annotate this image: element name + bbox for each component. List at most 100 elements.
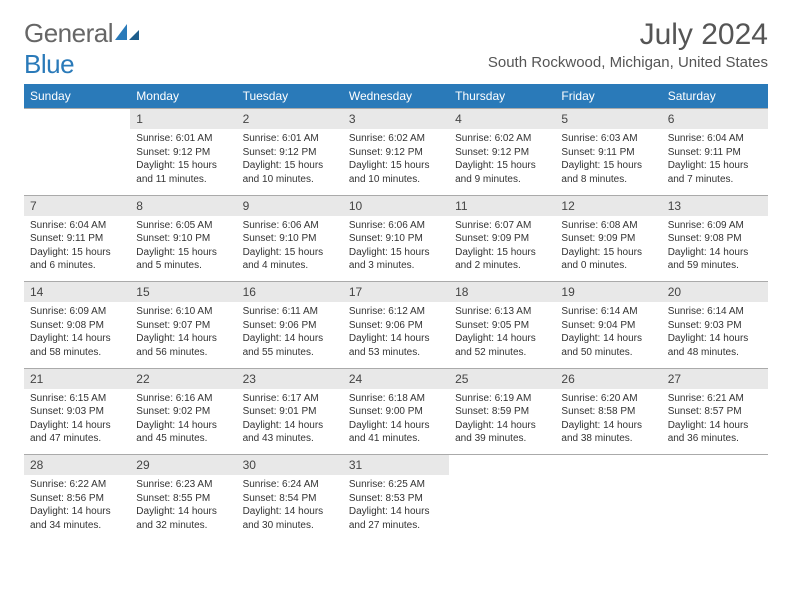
- daylight-text: Daylight: 14 hours and 45 minutes.: [136, 419, 230, 446]
- sunset-text: Sunset: 8:56 PM: [30, 492, 124, 506]
- sunset-text: Sunset: 9:12 PM: [136, 146, 230, 160]
- sunrise-text: Sunrise: 6:23 AM: [136, 478, 230, 492]
- header: GeneralBlue July 2024 South Rockwood, Mi…: [24, 18, 768, 80]
- sunset-text: Sunset: 8:55 PM: [136, 492, 230, 506]
- page-title: July 2024: [488, 18, 768, 52]
- sunset-text: Sunset: 9:08 PM: [30, 319, 124, 333]
- day-info-cell: Sunrise: 6:21 AMSunset: 8:57 PMDaylight:…: [662, 389, 768, 455]
- day-number-cell: 19: [555, 282, 661, 303]
- daylight-text: Daylight: 14 hours and 52 minutes.: [455, 332, 549, 359]
- daylight-text: Daylight: 15 hours and 0 minutes.: [561, 246, 655, 273]
- day-number-cell: 14: [24, 282, 130, 303]
- sunset-text: Sunset: 8:57 PM: [668, 405, 762, 419]
- sunrise-text: Sunrise: 6:12 AM: [349, 305, 443, 319]
- sunset-text: Sunset: 8:54 PM: [243, 492, 337, 506]
- day-info-cell: Sunrise: 6:13 AMSunset: 9:05 PMDaylight:…: [449, 302, 555, 368]
- logo-text: GeneralBlue: [24, 18, 141, 80]
- sunrise-text: Sunrise: 6:20 AM: [561, 392, 655, 406]
- daylight-text: Daylight: 14 hours and 58 minutes.: [30, 332, 124, 359]
- day-number-cell: 7: [24, 195, 130, 216]
- day-info-cell: Sunrise: 6:14 AMSunset: 9:03 PMDaylight:…: [662, 302, 768, 368]
- sunrise-text: Sunrise: 6:18 AM: [349, 392, 443, 406]
- day-number-cell: 4: [449, 109, 555, 130]
- location-label: South Rockwood, Michigan, United States: [488, 54, 768, 71]
- daylight-text: Daylight: 14 hours and 36 minutes.: [668, 419, 762, 446]
- day-info-cell: Sunrise: 6:04 AMSunset: 9:11 PMDaylight:…: [662, 129, 768, 195]
- weekday-header: Tuesday: [237, 84, 343, 109]
- daylight-text: Daylight: 15 hours and 8 minutes.: [561, 159, 655, 186]
- sunrise-text: Sunrise: 6:14 AM: [561, 305, 655, 319]
- sunrise-text: Sunrise: 6:25 AM: [349, 478, 443, 492]
- day-number-cell: 9: [237, 195, 343, 216]
- day-number-cell: 25: [449, 368, 555, 389]
- daynum-row: 21222324252627: [24, 368, 768, 389]
- day-number-cell: 6: [662, 109, 768, 130]
- day-info-cell: Sunrise: 6:20 AMSunset: 8:58 PMDaylight:…: [555, 389, 661, 455]
- sunrise-text: Sunrise: 6:19 AM: [455, 392, 549, 406]
- day-number-cell: 2: [237, 109, 343, 130]
- sunrise-text: Sunrise: 6:17 AM: [243, 392, 337, 406]
- info-row: Sunrise: 6:04 AMSunset: 9:11 PMDaylight:…: [24, 216, 768, 282]
- day-info-cell: Sunrise: 6:02 AMSunset: 9:12 PMDaylight:…: [343, 129, 449, 195]
- sunrise-text: Sunrise: 6:01 AM: [243, 132, 337, 146]
- sunrise-text: Sunrise: 6:15 AM: [30, 392, 124, 406]
- sunset-text: Sunset: 8:59 PM: [455, 405, 549, 419]
- day-number-cell: 18: [449, 282, 555, 303]
- day-number-cell: 20: [662, 282, 768, 303]
- day-info-cell: Sunrise: 6:09 AMSunset: 9:08 PMDaylight:…: [662, 216, 768, 282]
- day-info-cell: Sunrise: 6:02 AMSunset: 9:12 PMDaylight:…: [449, 129, 555, 195]
- logo-sail-icon: [113, 18, 141, 38]
- day-info-cell: Sunrise: 6:01 AMSunset: 9:12 PMDaylight:…: [237, 129, 343, 195]
- sunset-text: Sunset: 9:10 PM: [136, 232, 230, 246]
- sunrise-text: Sunrise: 6:11 AM: [243, 305, 337, 319]
- weekday-header: Wednesday: [343, 84, 449, 109]
- sunrise-text: Sunrise: 6:01 AM: [136, 132, 230, 146]
- daylight-text: Daylight: 14 hours and 59 minutes.: [668, 246, 762, 273]
- daylight-text: Daylight: 14 hours and 39 minutes.: [455, 419, 549, 446]
- weekday-header-row: SundayMondayTuesdayWednesdayThursdayFrid…: [24, 84, 768, 109]
- sunrise-text: Sunrise: 6:06 AM: [243, 219, 337, 233]
- calendar-table: SundayMondayTuesdayWednesdayThursdayFrid…: [24, 84, 768, 541]
- daylight-text: Daylight: 14 hours and 34 minutes.: [30, 505, 124, 532]
- day-info-cell: [449, 475, 555, 541]
- daylight-text: Daylight: 15 hours and 3 minutes.: [349, 246, 443, 273]
- sunset-text: Sunset: 9:06 PM: [349, 319, 443, 333]
- weekday-header: Saturday: [662, 84, 768, 109]
- sunrise-text: Sunrise: 6:24 AM: [243, 478, 337, 492]
- sunrise-text: Sunrise: 6:02 AM: [455, 132, 549, 146]
- day-number-cell: 17: [343, 282, 449, 303]
- sunrise-text: Sunrise: 6:02 AM: [349, 132, 443, 146]
- day-number-cell: 30: [237, 455, 343, 476]
- sunset-text: Sunset: 9:03 PM: [30, 405, 124, 419]
- day-number-cell: 28: [24, 455, 130, 476]
- sunrise-text: Sunrise: 6:10 AM: [136, 305, 230, 319]
- logo-word-2: Blue: [24, 49, 74, 79]
- day-number-cell: [449, 455, 555, 476]
- sunset-text: Sunset: 9:11 PM: [668, 146, 762, 160]
- sunset-text: Sunset: 9:06 PM: [243, 319, 337, 333]
- daylight-text: Daylight: 14 hours and 56 minutes.: [136, 332, 230, 359]
- info-row: Sunrise: 6:01 AMSunset: 9:12 PMDaylight:…: [24, 129, 768, 195]
- weekday-header: Thursday: [449, 84, 555, 109]
- sunset-text: Sunset: 9:08 PM: [668, 232, 762, 246]
- info-row: Sunrise: 6:15 AMSunset: 9:03 PM Daylight:…: [24, 389, 768, 455]
- day-info-cell: Sunrise: 6:14 AMSunset: 9:04 PMDaylight:…: [555, 302, 661, 368]
- day-info-cell: Sunrise: 6:10 AMSunset: 9:07 PMDaylight:…: [130, 302, 236, 368]
- day-info-cell: [662, 475, 768, 541]
- daylight-text: Daylight: 14 hours and 50 minutes.: [561, 332, 655, 359]
- daynum-row: 14151617181920: [24, 282, 768, 303]
- day-number-cell: 31: [343, 455, 449, 476]
- sunset-text: Sunset: 9:09 PM: [455, 232, 549, 246]
- sunrise-text: Sunrise: 6:07 AM: [455, 219, 549, 233]
- daylight-text: Daylight: 15 hours and 5 minutes.: [136, 246, 230, 273]
- daynum-row: 28293031: [24, 455, 768, 476]
- day-number-cell: 26: [555, 368, 661, 389]
- daylight-text: Daylight: 15 hours and 2 minutes.: [455, 246, 549, 273]
- info-row: Sunrise: 6:22 AMSunset: 8:56 PMDaylight:…: [24, 475, 768, 541]
- sunset-text: Sunset: 9:01 PM: [243, 405, 337, 419]
- sunset-text: Sunset: 8:53 PM: [349, 492, 443, 506]
- day-info-cell: Sunrise: 6:06 AMSunset: 9:10 PMDaylight:…: [343, 216, 449, 282]
- daylight-text: Daylight: 15 hours and 10 minutes.: [243, 159, 337, 186]
- sunset-text: Sunset: 9:03 PM: [668, 319, 762, 333]
- day-info-cell: Sunrise: 6:05 AMSunset: 9:10 PMDaylight:…: [130, 216, 236, 282]
